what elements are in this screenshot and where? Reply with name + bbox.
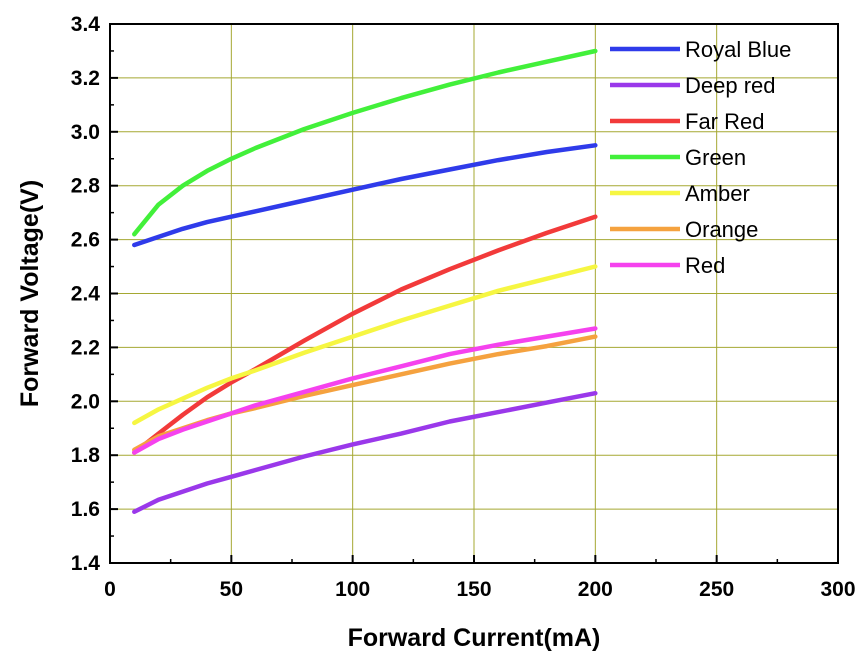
y-tick-label: 2.6 — [71, 229, 100, 252]
x-tick-label: 200 — [578, 578, 613, 601]
series-line-far-red — [132, 214, 598, 455]
x-tick-label: 150 — [456, 578, 491, 601]
y-tick-label: 2.8 — [71, 175, 101, 198]
y-tick-label: 3.4 — [71, 13, 101, 36]
legend-label: Red — [685, 253, 725, 278]
y-tick-label: 1.8 — [71, 444, 101, 467]
y-tick-label: 3.0 — [71, 121, 100, 144]
y-tick-label: 1.4 — [71, 552, 101, 575]
series-line-royal-blue — [132, 143, 598, 248]
legend-label: Deep red — [685, 73, 776, 98]
y-tick-label: 2.4 — [71, 283, 101, 306]
series-lines — [132, 48, 598, 515]
legend-label: Amber — [685, 181, 750, 206]
y-tick-label: 2.2 — [71, 336, 100, 359]
x-tick-label: 300 — [820, 578, 855, 601]
y-tick-label: 2.0 — [71, 390, 100, 413]
x-axis-title: Forward Current(mA) — [348, 624, 601, 652]
y-tick-label: 1.6 — [71, 498, 100, 521]
series-line-deep-red — [132, 390, 598, 515]
y-axis-title: Forward Voltage(V) — [16, 180, 44, 407]
axis-ticks: 0 50 100 150 200 250 300 1.4 1.6 1.8 2.0 2.2 2.4 2.6 2… — [71, 13, 856, 601]
legend-label: Orange — [685, 217, 758, 242]
legend-label: Far Red — [685, 109, 764, 134]
x-tick-label: 0 — [104, 578, 116, 601]
legend: Royal Blue Deep red Far Red Green Amber Orang… — [610, 37, 791, 278]
y-tick-label: 3.2 — [71, 67, 100, 90]
x-tick-label: 100 — [335, 578, 370, 601]
legend-label: Green — [685, 145, 746, 170]
legend-label: Royal Blue — [685, 37, 791, 62]
series-line-orange — [132, 334, 598, 453]
x-tick-label: 250 — [699, 578, 734, 601]
series-line-amber — [132, 264, 598, 426]
series-line-green — [132, 48, 598, 237]
x-tick-label: 50 — [220, 578, 243, 601]
series-line-red — [132, 326, 598, 455]
